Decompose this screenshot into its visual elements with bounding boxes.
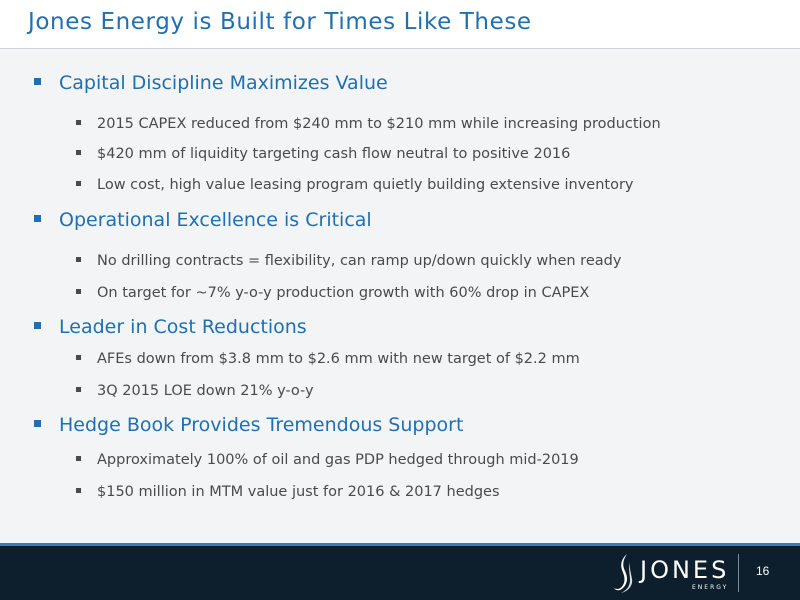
section-heading-text: Capital Discipline Maximizes Value: [59, 72, 388, 94]
square-bullet-icon: [34, 420, 41, 427]
footer-divider: [738, 554, 739, 592]
bullet-text: 3Q 2015 LOE down 21% y-o-y: [97, 383, 314, 399]
slide-footer: JONES ENERGY 16: [0, 546, 800, 600]
slide-content: [0, 49, 800, 543]
bullet-text: Approximately 100% of oil and gas PDP he…: [97, 452, 579, 468]
bullet-text: AFEs down from $3.8 mm to $2.6 mm with n…: [97, 351, 580, 367]
section-heading-operational-excellence: Operational Excellence is Critical: [34, 209, 372, 231]
page-number: 16: [756, 564, 770, 578]
bullet-item: Low cost, high value leasing program qui…: [76, 177, 634, 193]
square-bullet-icon: [76, 288, 81, 294]
bullet-item: $150 million in MTM value just for 2016 …: [76, 484, 500, 500]
section-heading-text: Hedge Book Provides Tremendous Support: [59, 414, 464, 436]
bullet-item: 2015 CAPEX reduced from $240 mm to $210 …: [76, 116, 661, 132]
bullet-item: On target for ~7% y-o-y production growt…: [76, 285, 589, 301]
section-heading-text: Leader in Cost Reductions: [59, 316, 307, 338]
slide-header: Jones Energy is Built for Times Like The…: [0, 0, 800, 49]
bullet-item: AFEs down from $3.8 mm to $2.6 mm with n…: [76, 351, 580, 367]
slide-title: Jones Energy is Built for Times Like The…: [28, 9, 532, 35]
section-heading-cost-reductions: Leader in Cost Reductions: [34, 316, 307, 338]
square-bullet-icon: [76, 354, 81, 360]
section-heading-text: Operational Excellence is Critical: [59, 209, 372, 231]
square-bullet-icon: [76, 149, 81, 155]
logo-wordmark: JONES: [640, 556, 730, 584]
square-bullet-icon: [76, 487, 81, 493]
square-bullet-icon: [76, 256, 81, 262]
bullet-text: No drilling contracts = flexibility, can…: [97, 253, 622, 269]
square-bullet-icon: [76, 119, 81, 125]
bullet-item: No drilling contracts = flexibility, can…: [76, 253, 621, 269]
logo-subtext: ENERGY: [692, 584, 729, 591]
bullet-text: On target for ~7% y-o-y production growt…: [97, 285, 590, 301]
square-bullet-icon: [34, 215, 41, 222]
bullet-text: 2015 CAPEX reduced from $240 mm to $210 …: [97, 116, 661, 132]
square-bullet-icon: [34, 78, 41, 85]
bullet-item: $420 mm of liquidity targeting cash flow…: [76, 146, 570, 162]
square-bullet-icon: [76, 180, 81, 186]
square-bullet-icon: [76, 455, 81, 461]
section-heading-capital-discipline: Capital Discipline Maximizes Value: [34, 72, 388, 94]
square-bullet-icon: [76, 386, 81, 392]
square-bullet-icon: [34, 322, 41, 329]
bullet-text: Low cost, high value leasing program qui…: [97, 177, 634, 193]
section-heading-hedge-book: Hedge Book Provides Tremendous Support: [34, 414, 463, 436]
bullet-item: 3Q 2015 LOE down 21% y-o-y: [76, 383, 314, 399]
footer-accent-bar: [0, 543, 800, 546]
bullet-text: $420 mm of liquidity targeting cash flow…: [97, 146, 571, 162]
jones-energy-swoosh-icon: [614, 554, 633, 593]
bullet-item: Approximately 100% of oil and gas PDP he…: [76, 452, 579, 468]
jones-energy-logo: JONES ENERGY: [612, 550, 732, 596]
bullet-text: $150 million in MTM value just for 2016 …: [97, 484, 500, 500]
